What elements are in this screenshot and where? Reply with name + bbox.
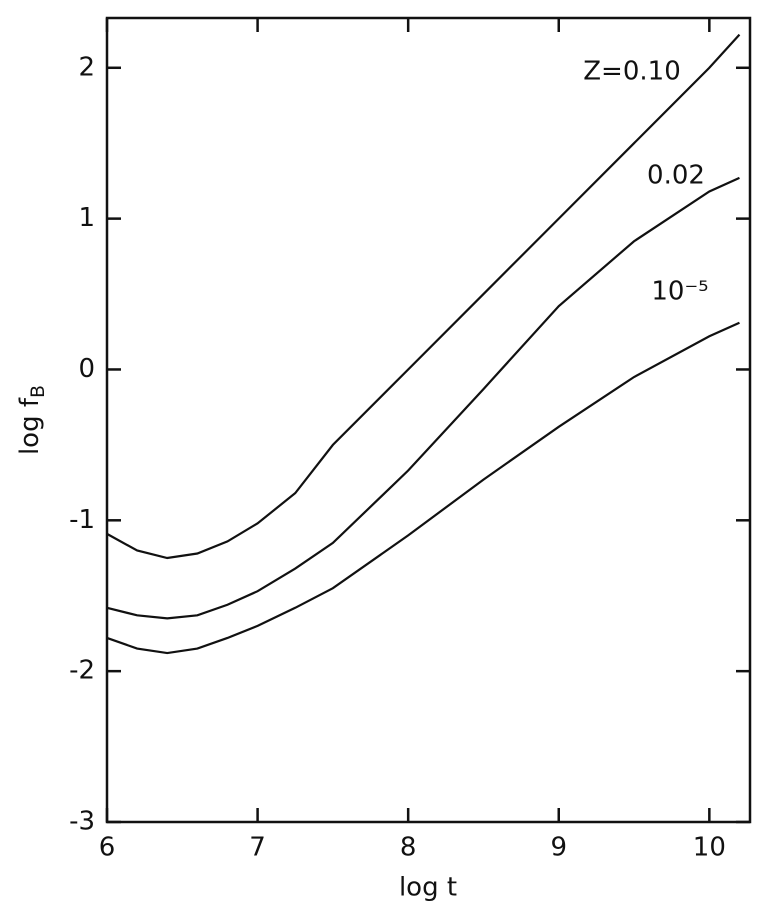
x-tick-label: 10 [693,833,726,863]
line-series [106,176,740,620]
x-tick-label: 6 [99,833,116,863]
line-series [106,33,741,560]
y-axis-label: log fB [15,385,49,455]
y-tick-label: -3 [69,807,95,837]
series-label: 0.02 [647,161,705,191]
x-tick-label: 8 [400,833,417,863]
plot-frame [105,16,752,824]
x-axis-label: log t [399,873,457,903]
line-series [106,321,740,655]
series-label: Z=0.10 [583,57,681,87]
y-tick-label: -1 [69,505,95,535]
y-tick-label: 0 [78,354,95,384]
x-tick-label: 7 [249,833,266,863]
y-tick-label: 2 [78,52,95,82]
series-label: 10⁻⁵ [651,277,708,307]
x-tick-label: 9 [550,833,567,863]
y-tick-label: -2 [69,656,95,686]
y-tick-label: 1 [78,203,95,233]
